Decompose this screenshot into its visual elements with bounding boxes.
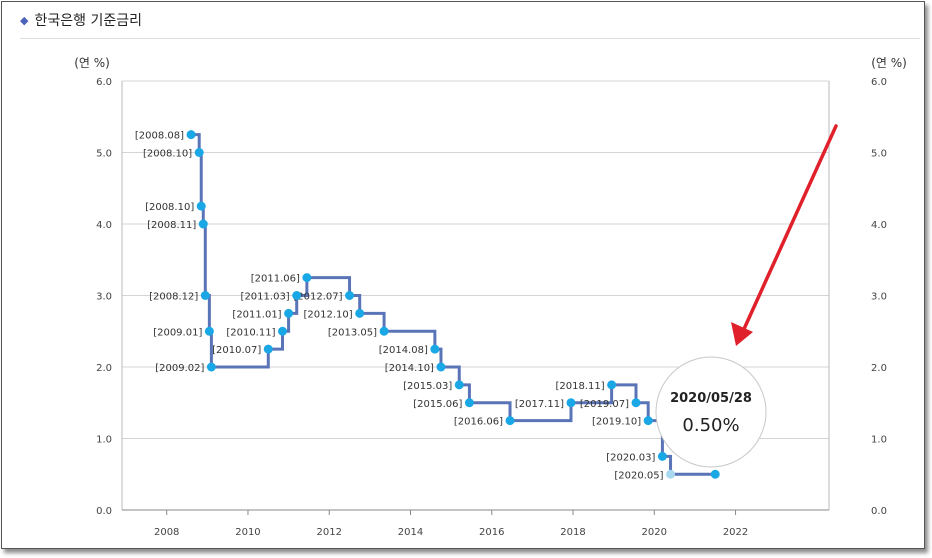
- data-label: [2016.06]: [454, 417, 503, 428]
- axes: 0.0 0.0 1.0 1.0 2.0 2.0 3.0 3.0 4.0 4.0 5.0 5.0 6.0 6…: [96, 77, 887, 538]
- data-point: [379, 326, 389, 336]
- arrow-shaft: [742, 124, 838, 331]
- chart-frame: [1, 1, 925, 549]
- x-tick-label: 2012: [316, 527, 341, 538]
- y-tick-label-right: 4.0: [871, 220, 887, 231]
- data-label: [2008.10]: [145, 202, 194, 213]
- point-labels: [2008.08] [2008.10] [2008.10] [2008.11] [200…: [135, 131, 664, 482]
- data-label: [2008.11]: [147, 220, 196, 231]
- data-point: [643, 416, 653, 426]
- data-point: [196, 201, 206, 211]
- y-tick-label-left: 4.0: [96, 220, 112, 231]
- data-point: [566, 398, 576, 408]
- x-tick-label: 2018: [560, 527, 585, 538]
- title-divider: [20, 38, 920, 39]
- data-point: [454, 380, 464, 390]
- arrow-head: [731, 322, 753, 346]
- data-point: [194, 148, 204, 157]
- data-label: [2014.10]: [385, 363, 434, 374]
- data-point: [430, 344, 440, 354]
- data-point: [284, 308, 294, 318]
- data-label: [2011.06]: [251, 274, 300, 285]
- data-point: [198, 219, 208, 229]
- y-tick-label-left: 3.0: [96, 292, 112, 303]
- data-point: [200, 291, 210, 300]
- data-label: [2013.05]: [328, 327, 377, 338]
- data-point: [666, 469, 676, 479]
- data-label: [2018.11]: [555, 381, 604, 392]
- data-label: [2015.03]: [403, 381, 452, 392]
- data-point: [710, 469, 720, 479]
- data-label: [2010.11]: [226, 327, 275, 338]
- x-tick-label: 2010: [235, 527, 260, 538]
- data-label: [2020.05]: [614, 470, 663, 481]
- chart-title: ◆ 한국은행 기준금리: [20, 10, 142, 30]
- annotation-arrow: [731, 124, 838, 346]
- data-point: [292, 291, 302, 300]
- data-point: [505, 416, 515, 426]
- data-label: [2015.06]: [413, 399, 462, 410]
- data-point: [631, 398, 641, 408]
- data-point: [186, 130, 196, 140]
- y-tick-label-left: 1.0: [96, 435, 112, 446]
- data-label: [2011.01]: [232, 309, 281, 320]
- data-point: [206, 362, 216, 372]
- chart-title-text: 한국은행 기준금리: [34, 13, 142, 29]
- data-point: [302, 273, 312, 283]
- data-label: [2012.07]: [293, 292, 342, 303]
- x-tick-label: 2022: [723, 527, 748, 538]
- data-label: [2009.02]: [155, 363, 204, 374]
- y-tick-label-right: 1.0: [871, 435, 887, 446]
- y-axis-label-right: (연 %): [871, 56, 907, 70]
- data-point: [355, 308, 365, 318]
- tooltip-date: 2020/05/28: [670, 391, 752, 406]
- y-axis-label-left: (연 %): [74, 56, 110, 70]
- data-label: [2009.01]: [153, 327, 202, 338]
- data-point: [277, 326, 287, 336]
- y-tick-label-right: 5.0: [871, 149, 887, 160]
- data-label: [2014.08]: [379, 345, 428, 356]
- x-tick-label: 2014: [398, 527, 423, 538]
- data-label: [2012.10]: [304, 309, 353, 320]
- data-point: [263, 344, 273, 354]
- x-tick-label: 2016: [479, 527, 504, 538]
- tooltip-bubble: [655, 356, 767, 468]
- data-label: [2008.12]: [149, 292, 198, 303]
- data-label: [2017.11]: [515, 399, 564, 410]
- data-label: [2020.03]: [606, 452, 655, 463]
- data-point: [464, 398, 474, 408]
- tooltip: 2020/05/28 0.50%: [655, 356, 767, 468]
- y-tick-label-right: 3.0: [871, 292, 887, 303]
- data-point: [436, 362, 446, 372]
- data-label: [2019.07]: [580, 399, 629, 410]
- points: [186, 130, 720, 479]
- data-label: [2008.08]: [135, 131, 184, 142]
- data-label: [2008.10]: [143, 149, 192, 160]
- y-tick-label-left: 6.0: [96, 77, 112, 88]
- tooltip-value: 0.50%: [682, 415, 739, 436]
- x-tick-label: 2020: [642, 527, 667, 538]
- data-label: [2010.07]: [212, 345, 261, 356]
- y-tick-label-right: 0.0: [871, 506, 887, 517]
- data-point: [657, 451, 667, 461]
- x-tick-label: 2008: [154, 527, 179, 538]
- y-tick-label-left: 5.0: [96, 149, 112, 160]
- y-tick-label-left: 2.0: [96, 363, 112, 374]
- data-label: [2019.10]: [592, 417, 641, 428]
- data-point: [345, 291, 355, 300]
- y-tick-label-right: 6.0: [871, 77, 887, 88]
- data-point: [204, 326, 214, 336]
- diamond-icon: ◆: [20, 13, 29, 27]
- y-tick-label-right: 2.0: [871, 363, 887, 374]
- data-label: [2011.03]: [241, 292, 290, 303]
- y-tick-label-left: 0.0: [96, 506, 112, 517]
- data-point: [607, 380, 617, 390]
